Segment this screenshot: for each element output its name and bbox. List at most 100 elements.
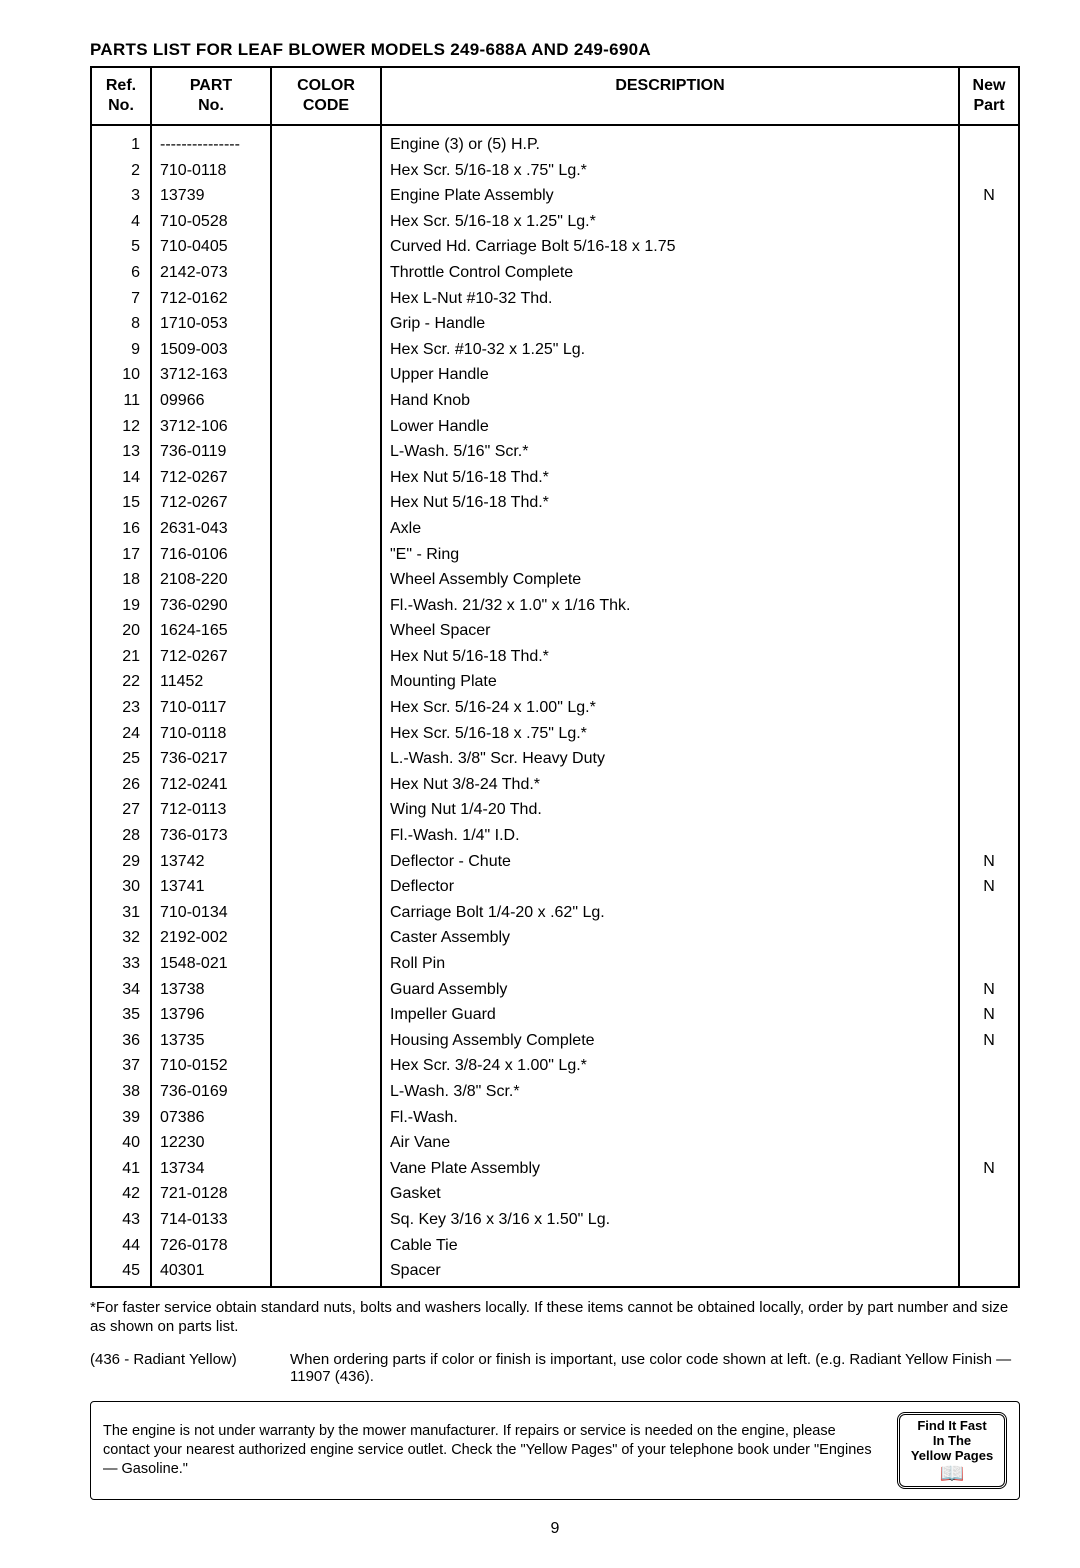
cell-part: 13796 [151,1002,271,1028]
cell-desc: Wing Nut 1/4-20 Thd. [381,797,959,823]
cell-color [271,977,381,1003]
cell-desc: Curved Hd. Carriage Bolt 5/16-18 x 1.75 [381,234,959,260]
cell-new [959,797,1019,823]
table-row: 26712-0241Hex Nut 3/8-24 Thd.* [91,772,1019,798]
cell-color [271,125,381,158]
cell-color [271,1130,381,1156]
cell-new [959,1258,1019,1287]
cell-desc: Engine Plate Assembly [381,183,959,209]
cell-part: 721-0128 [151,1181,271,1207]
cell-new [959,1207,1019,1233]
cell-ref: 16 [91,516,151,542]
cell-part: --------------- [151,125,271,158]
cell-color [271,593,381,619]
cell-ref: 40 [91,1130,151,1156]
cell-new [959,1105,1019,1131]
cell-desc: Impeller Guard [381,1002,959,1028]
cell-color [271,849,381,875]
cell-part: 13738 [151,977,271,1003]
cell-ref: 39 [91,1105,151,1131]
cell-new: N [959,849,1019,875]
table-row: 3613735Housing Assembly CompleteN [91,1028,1019,1054]
table-row: 2211452Mounting Plate [91,669,1019,695]
cell-part: 716-0106 [151,542,271,568]
cell-part: 736-0169 [151,1079,271,1105]
cell-ref: 27 [91,797,151,823]
cell-color [271,644,381,670]
cell-ref: 19 [91,593,151,619]
cell-desc: Fl.-Wash. 1/4" I.D. [381,823,959,849]
table-row: 23710-0117Hex Scr. 5/16-24 x 1.00" Lg.* [91,695,1019,721]
cell-part: 710-0405 [151,234,271,260]
cell-desc: Fl.-Wash. 21/32 x 1.0" x 1/16 Thk. [381,593,959,619]
cell-new [959,1233,1019,1259]
cell-new [959,1053,1019,1079]
cell-part: 13735 [151,1028,271,1054]
cell-part: 710-0118 [151,158,271,184]
cell-part: 2192-002 [151,925,271,951]
cell-part: 1509-003 [151,337,271,363]
book-icon: 📖 [906,1464,998,1484]
warranty-box: The engine is not under warranty by the … [90,1401,1020,1500]
cell-ref: 14 [91,465,151,491]
table-row: 14712-0267Hex Nut 5/16-18 Thd.* [91,465,1019,491]
cell-new [959,618,1019,644]
cell-new [959,286,1019,312]
cell-color [271,542,381,568]
cell-part: 13739 [151,183,271,209]
cell-desc: Mounting Plate [381,669,959,695]
cell-new [959,260,1019,286]
cell-ref: 28 [91,823,151,849]
cell-color [271,721,381,747]
cell-part: 09966 [151,388,271,414]
table-row: 4012230Air Vane [91,1130,1019,1156]
cell-color [271,388,381,414]
table-row: 7712-0162Hex L-Nut #10-32 Thd. [91,286,1019,312]
cell-part: 712-0267 [151,490,271,516]
cell-ref: 5 [91,234,151,260]
cell-desc: Hex Scr. 3/8-24 x 1.00" Lg.* [381,1053,959,1079]
cell-part: 13734 [151,1156,271,1182]
cell-new: N [959,1028,1019,1054]
cell-ref: 4 [91,209,151,235]
cell-desc: Axle [381,516,959,542]
cell-ref: 2 [91,158,151,184]
cell-desc: L-Wash. 3/8" Scr.* [381,1079,959,1105]
table-row: 17716-0106"E" - Ring [91,542,1019,568]
cell-desc: Hex Scr. 5/16-24 x 1.00" Lg.* [381,695,959,721]
cell-ref: 33 [91,951,151,977]
cell-part: 40301 [151,1258,271,1287]
cell-ref: 45 [91,1258,151,1287]
table-row: 62142-073Throttle Control Complete [91,260,1019,286]
cell-new [959,644,1019,670]
table-row: 103712-163Upper Handle [91,362,1019,388]
table-row: 28736-0173Fl.-Wash. 1/4" I.D. [91,823,1019,849]
cell-color [271,874,381,900]
cell-new [959,209,1019,235]
cell-new [959,951,1019,977]
cell-color [271,260,381,286]
cell-part: 736-0119 [151,439,271,465]
cell-part: 736-0217 [151,746,271,772]
table-row: 5710-0405 Curved Hd. Carriage Bolt 5/16-1… [91,234,1019,260]
table-row: 3513796Impeller GuardN [91,1002,1019,1028]
cell-new [959,669,1019,695]
cell-desc: L-Wash. 5/16" Scr.* [381,439,959,465]
cell-color [271,772,381,798]
cell-ref: 11 [91,388,151,414]
cell-desc: Deflector - Chute [381,849,959,875]
cell-part: 736-0290 [151,593,271,619]
cell-ref: 1 [91,125,151,158]
cell-color [271,567,381,593]
cell-new [959,695,1019,721]
table-row: 37710-0152Hex Scr. 3/8-24 x 1.00" Lg.* [91,1053,1019,1079]
color-text: When ordering parts if color or finish i… [290,1351,1020,1385]
cell-new [959,721,1019,747]
cell-ref: 3 [91,183,151,209]
cell-desc: Throttle Control Complete [381,260,959,286]
cell-new [959,567,1019,593]
table-row: 322192-002Caster Assembly [91,925,1019,951]
yp-line1: Find It Fast [906,1419,998,1434]
page-number: 9 [90,1520,1020,1538]
cell-desc: Lower Handle [381,414,959,440]
